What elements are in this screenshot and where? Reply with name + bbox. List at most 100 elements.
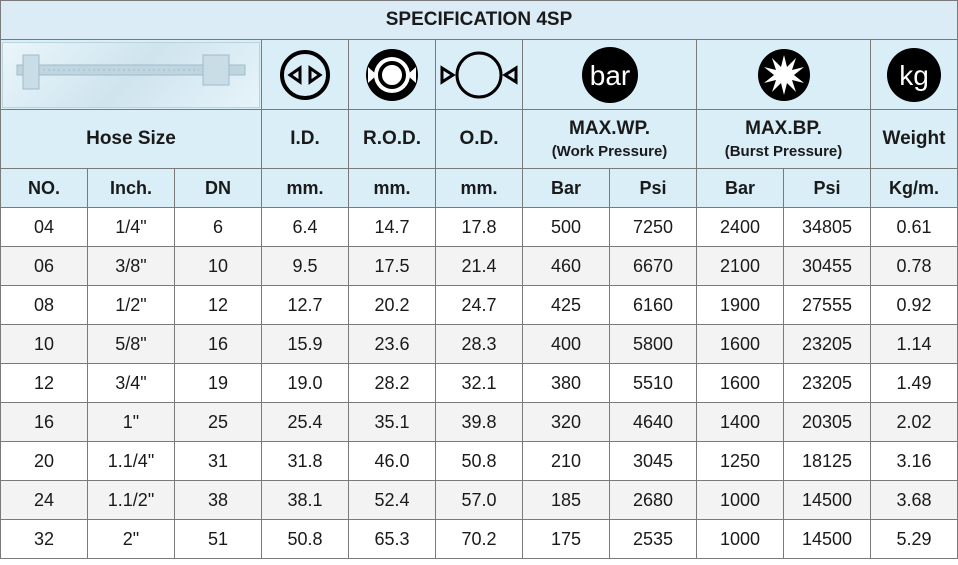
cell-weight: 1.49: [870, 363, 958, 403]
table-row: 04 1/4" 6 6.4 14.7 17.8 500 7250 2400 34805 0.61: [0, 207, 958, 247]
cell-rod: 28.2: [348, 363, 436, 403]
burst-pressure-subtitle: (Burst Pressure): [724, 142, 843, 160]
id-icon-cell: [261, 39, 349, 110]
cell-od: 17.8: [435, 207, 523, 247]
unit-od-mm: mm.: [435, 168, 523, 208]
cell-rod: 20.2: [348, 285, 436, 325]
cell-dn: 12: [174, 285, 262, 325]
table-row: 08 1/2" 12 12.7 20.2 24.7 425 6160 1900 27555 0.92: [0, 285, 958, 325]
table-body: 04 1/4" 6 6.4 14.7 17.8 500 7250 2400 34805 0.61 06…: [0, 207, 958, 559]
cell-od: 39.8: [435, 402, 523, 442]
cell-id: 31.8: [261, 441, 349, 481]
burst-star-icon: [757, 48, 810, 101]
cell-bp-psi: 18125: [783, 441, 871, 481]
cell-no: 06: [0, 246, 88, 286]
cell-no: 20: [0, 441, 88, 481]
cell-wp-bar: 460: [522, 246, 610, 286]
cell-wp-psi: 2535: [609, 519, 697, 559]
cell-dn: 16: [174, 324, 262, 364]
table-title: SPECIFICATION 4SP: [0, 0, 958, 40]
cell-od: 21.4: [435, 246, 523, 286]
cell-rod: 46.0: [348, 441, 436, 481]
weight-icon: kg: [887, 47, 941, 102]
max-bp-label: MAX.BP. (Burst Pressure): [696, 109, 871, 169]
cell-bp-psi: 34805: [783, 207, 871, 247]
reinforcement-od-icon: [366, 48, 418, 101]
bar-icon-label: bar: [589, 60, 629, 91]
od-label: O.D.: [435, 109, 523, 169]
table-row: 32 2" 51 50.8 65.3 70.2 175 2535 1000 14500 5.29: [0, 519, 958, 559]
inner-diameter-icon: [280, 49, 330, 100]
caliper-icon: [2, 41, 260, 108]
max-wp-label: MAX.WP. (Work Pressure): [522, 109, 697, 169]
outer-diameter-icon: [440, 51, 518, 98]
cell-wp-psi: 2680: [609, 480, 697, 520]
unit-weight: Kg/m.: [870, 168, 958, 208]
cell-wp-bar: 500: [522, 207, 610, 247]
pressure-gauge-icon: bar: [581, 46, 638, 103]
rod-label: R.O.D.: [348, 109, 436, 169]
unit-no: NO.: [0, 168, 88, 208]
cell-id: 12.7: [261, 285, 349, 325]
weight-label: Weight: [870, 109, 958, 169]
cell-inch: 3/8": [87, 246, 175, 286]
cell-weight: 2.02: [870, 402, 958, 442]
cell-wp-bar: 185: [522, 480, 610, 520]
cell-inch: 1.1/4": [87, 441, 175, 481]
cell-dn: 31: [174, 441, 262, 481]
cell-dn: 10: [174, 246, 262, 286]
cell-no: 24: [0, 480, 88, 520]
cell-no: 32: [0, 519, 88, 559]
cell-weight: 3.68: [870, 480, 958, 520]
cell-rod: 35.1: [348, 402, 436, 442]
cell-bp-psi: 30455: [783, 246, 871, 286]
cell-bp-bar: 1600: [696, 363, 784, 403]
cell-wp-bar: 320: [522, 402, 610, 442]
cell-wp-psi: 5510: [609, 363, 697, 403]
cell-bp-psi: 23205: [783, 324, 871, 364]
unit-bp-psi: Psi: [783, 168, 871, 208]
od-icon-cell: [435, 39, 523, 110]
cell-wp-bar: 425: [522, 285, 610, 325]
unit-id-mm: mm.: [261, 168, 349, 208]
cell-od: 70.2: [435, 519, 523, 559]
hose-size-label: Hose Size: [0, 109, 262, 169]
cell-no: 08: [0, 285, 88, 325]
cell-bp-psi: 20305: [783, 402, 871, 442]
cell-bp-psi: 23205: [783, 363, 871, 403]
cell-wp-bar: 400: [522, 324, 610, 364]
cell-bp-bar: 2100: [696, 246, 784, 286]
cell-weight: 5.29: [870, 519, 958, 559]
work-pressure-subtitle: (Work Pressure): [551, 142, 668, 160]
cell-od: 28.3: [435, 324, 523, 364]
cell-no: 04: [0, 207, 88, 247]
cell-weight: 0.92: [870, 285, 958, 325]
cell-dn: 6: [174, 207, 262, 247]
unit-wp-bar: Bar: [522, 168, 610, 208]
max-bp-title: MAX.BP.: [745, 117, 822, 139]
unit-inch: Inch.: [87, 168, 175, 208]
cell-rod: 52.4: [348, 480, 436, 520]
unit-row: NO. Inch. DN mm. mm. mm. Bar Psi Bar Psi…: [0, 168, 958, 208]
table-row: 12 3/4" 19 19.0 28.2 32.1 380 5510 1600 23205 1.49: [0, 363, 958, 403]
cell-id: 38.1: [261, 480, 349, 520]
table-row: 10 5/8" 16 15.9 23.6 28.3 400 5800 1600 23205 1.14: [0, 324, 958, 364]
cell-rod: 17.5: [348, 246, 436, 286]
cell-id: 15.9: [261, 324, 349, 364]
cell-rod: 23.6: [348, 324, 436, 364]
cell-inch: 1": [87, 402, 175, 442]
cell-od: 57.0: [435, 480, 523, 520]
bar-icon-cell: bar: [522, 39, 697, 110]
cell-weight: 3.16: [870, 441, 958, 481]
cell-bp-bar: 2400: [696, 207, 784, 247]
cell-inch: 2": [87, 519, 175, 559]
cell-no: 10: [0, 324, 88, 364]
cell-od: 24.7: [435, 285, 523, 325]
table-row: 16 1" 25 25.4 35.1 39.8 320 4640 1400 20305 2.02: [0, 402, 958, 442]
cell-wp-psi: 6160: [609, 285, 697, 325]
table-row: 20 1.1/4" 31 31.8 46.0 50.8 210 3045 1250 18125 3.…: [0, 441, 958, 481]
cell-bp-psi: 27555: [783, 285, 871, 325]
cell-no: 12: [0, 363, 88, 403]
table-row: 24 1.1/2" 38 38.1 52.4 57.0 185 2680 1000 14500 3.…: [0, 480, 958, 520]
cell-weight: 1.14: [870, 324, 958, 364]
